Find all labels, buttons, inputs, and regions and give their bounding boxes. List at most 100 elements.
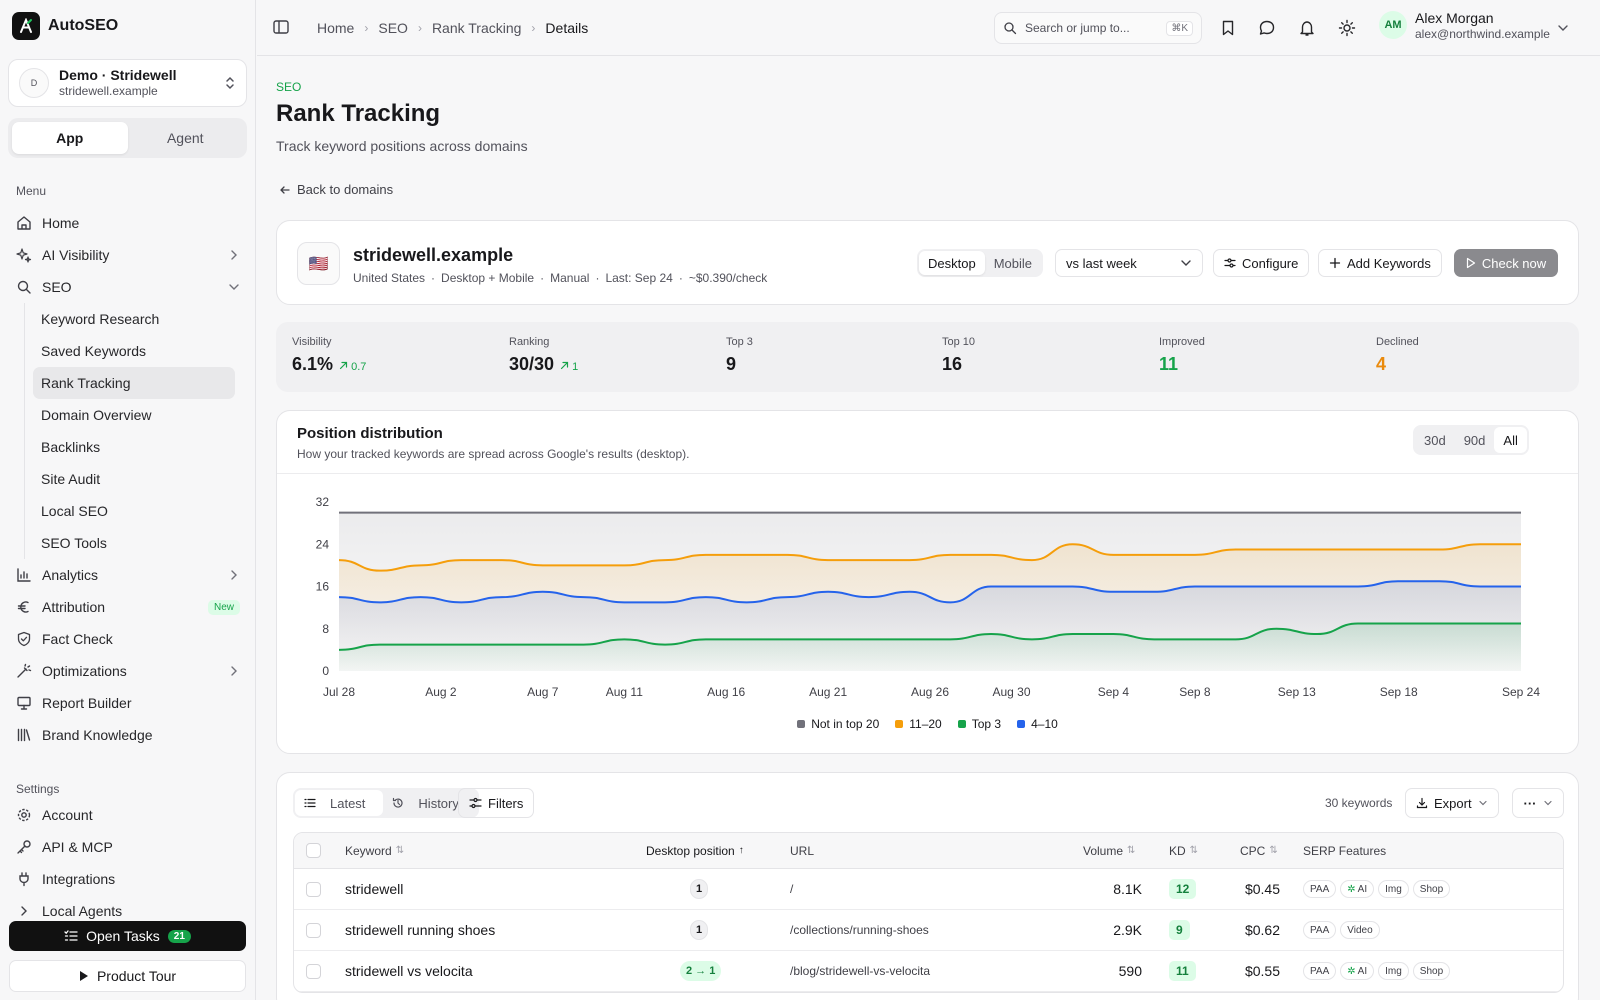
domain-meta-separator: · (595, 271, 600, 285)
mode-app-button[interactable]: App (12, 122, 128, 154)
sidebar-item-keyword-research[interactable]: Keyword Research (41, 311, 160, 327)
sidebar-item-brand-knowledge[interactable]: Brand Knowledge (8, 719, 248, 751)
keyword-cell[interactable]: stridewell running shoes (345, 922, 496, 938)
sidebar-item-analytics[interactable]: Analytics (8, 559, 248, 591)
sidebar-item-label: Report Builder (42, 695, 132, 711)
sun-icon[interactable] (1338, 19, 1356, 37)
sidebar-item-api-mcp[interactable]: API & MCP (8, 831, 248, 863)
device-desktop-tab[interactable]: Desktop (919, 251, 985, 275)
bell-icon[interactable] (1298, 19, 1316, 37)
sidebar-item-fact-check[interactable]: Fact Check (8, 623, 248, 655)
range-30d-tab[interactable]: 30d (1424, 432, 1446, 448)
serp-feature-chip: ✲ AI (1340, 962, 1375, 980)
serp-feature-label: AI (1357, 965, 1368, 977)
sidebar-item-report-builder[interactable]: Report Builder (8, 687, 248, 719)
workspace-switcher[interactable]: D Demo · Stridewell stridewell.example (8, 59, 247, 107)
serp-feature-chip: Shop (1412, 962, 1451, 980)
chat-bubble-icon[interactable] (1258, 19, 1276, 37)
sidebar-item-local-agents[interactable]: Local Agents (8, 895, 248, 927)
legend-item[interactable]: 4–10 (1017, 717, 1058, 731)
url-cell[interactable]: /blog/stridewell-vs-velocita (790, 964, 931, 978)
legend-item[interactable]: Top 3 (957, 717, 1001, 731)
sidebar-item-ai-visibility[interactable]: AI Visibility (8, 239, 248, 271)
sidebar-item-account[interactable]: Account (8, 799, 248, 831)
mode-agent-button[interactable]: Agent (166, 130, 204, 146)
more-options-button[interactable]: ··· (1512, 788, 1564, 818)
range-all-tab[interactable]: All (1494, 427, 1527, 453)
sidebar-toggle-icon[interactable] (272, 18, 290, 36)
row-checkbox[interactable] (306, 963, 321, 979)
x-tick-label: Aug 30 (992, 685, 1030, 699)
url-cell[interactable]: / (790, 882, 794, 896)
keyword-cell[interactable]: stridewell vs velocita (345, 963, 473, 979)
breadcrumb-home[interactable]: Home (317, 20, 355, 36)
sidebar-item-domain-overview[interactable]: Domain Overview (41, 407, 152, 423)
breadcrumb-rank-tracking[interactable]: Rank Tracking (431, 20, 522, 36)
table-row[interactable]: stridewell running shoes 1 /collections/… (294, 910, 1563, 951)
legend-item[interactable]: 11–20 (895, 717, 942, 731)
back-link-label: Back to domains (297, 182, 394, 197)
new-badge: New (207, 599, 240, 615)
history-tab[interactable]: History (383, 790, 476, 816)
configure-button[interactable]: Configure (1213, 249, 1310, 277)
export-button[interactable]: Export (1405, 788, 1499, 818)
column-kd[interactable]: KD ⇅ (1169, 833, 1198, 868)
open-tasks-button[interactable]: Open Tasks 21 (9, 921, 246, 951)
sidebar-item-optimizations[interactable]: Optimizations (8, 655, 248, 687)
column-volume[interactable]: Volume ⇅ (1083, 833, 1135, 868)
sidebar-item-attribution[interactable]: Attribution New (8, 591, 248, 623)
product-tour-button[interactable]: Product Tour (9, 960, 246, 992)
device-mobile-tab[interactable]: Mobile (993, 255, 1032, 271)
bookmark-icon[interactable] (1219, 19, 1237, 37)
sidebar-item-backlinks[interactable]: Backlinks (41, 439, 101, 455)
back-to-domains-link[interactable]: Back to domains (279, 182, 393, 197)
url-cell[interactable]: /collections/running-shoes (790, 923, 929, 937)
sidebar: AutoSEO D Demo · Stridewell stridewell.e… (0, 0, 256, 1000)
history-label: History (418, 795, 459, 811)
add-keywords-button[interactable]: Add Keywords (1318, 249, 1442, 277)
brand[interactable]: AutoSEO (12, 12, 118, 40)
check-now-button[interactable]: Check now (1454, 249, 1558, 277)
row-checkbox[interactable] (306, 881, 321, 897)
chevron-down-icon[interactable] (1557, 22, 1569, 34)
table-row[interactable]: stridewell vs velocita 2 → 1 /blog/strid… (294, 951, 1563, 992)
stat-ranking: Ranking 30/30 1 (509, 336, 578, 375)
row-checkbox[interactable] (306, 922, 321, 938)
filters-button[interactable]: Filters (458, 788, 535, 818)
sidebar-item-seo-tools[interactable]: SEO Tools (41, 535, 107, 551)
sidebar-item-home[interactable]: Home (8, 207, 248, 239)
domain-card: 🇺🇸 stridewell.example United States · De… (276, 220, 1579, 305)
chevron-right-icon (228, 569, 240, 581)
ai-sparkle-icon: ✲ (1347, 883, 1356, 895)
table-row[interactable]: stridewell 1 / 8.1K 12 $0.45 PAA ✲ AI Img… (294, 869, 1563, 910)
sidebar-item-site-audit[interactable]: Site Audit (41, 471, 101, 487)
volume-cell: 2.9K (1113, 922, 1142, 938)
global-search-input[interactable]: Search or jump to... ⌘K (994, 12, 1202, 44)
x-tick-label: Aug 7 (527, 685, 559, 699)
compare-period-select[interactable]: vs last week (1055, 249, 1203, 277)
task-list-icon (64, 929, 78, 943)
stat-label: Ranking (509, 336, 550, 348)
range-90d-tab[interactable]: 90d (1463, 432, 1486, 448)
product-tour-label: Product Tour (96, 968, 177, 984)
sidebar-item-local-seo[interactable]: Local SEO (41, 503, 108, 519)
sidebar-item-saved-keywords[interactable]: Saved Keywords (41, 343, 147, 359)
domain-meta-item: Desktop + Mobile (441, 271, 535, 285)
sidebar-item-label: Brand Knowledge (42, 727, 153, 743)
keyword-cell[interactable]: stridewell (345, 881, 404, 897)
sidebar-item-label: AI Visibility (42, 247, 110, 263)
user-menu[interactable]: AM Alex Morgan alex@northwind.example (1379, 10, 1550, 41)
column-keyword[interactable]: Keyword ⇅ (345, 833, 404, 868)
sidebar-item-seo[interactable]: SEO (8, 271, 248, 303)
legend-item[interactable]: Not in top 20 (797, 717, 879, 731)
breadcrumb-seo[interactable]: SEO (378, 20, 408, 36)
sidebar-item-label: Analytics (42, 567, 99, 583)
select-all-checkbox[interactable] (306, 843, 321, 858)
latest-tab[interactable]: Latest (295, 790, 384, 816)
sidebar-item-integrations[interactable]: Integrations (8, 863, 248, 895)
column-desktop-position[interactable]: Desktop position ↑ (646, 833, 744, 868)
column-cpc[interactable]: CPC ⇅ (1240, 833, 1278, 868)
download-icon (1416, 797, 1428, 809)
sparkles-icon (16, 247, 32, 263)
sidebar-item-rank-tracking[interactable]: Rank Tracking (33, 367, 235, 399)
